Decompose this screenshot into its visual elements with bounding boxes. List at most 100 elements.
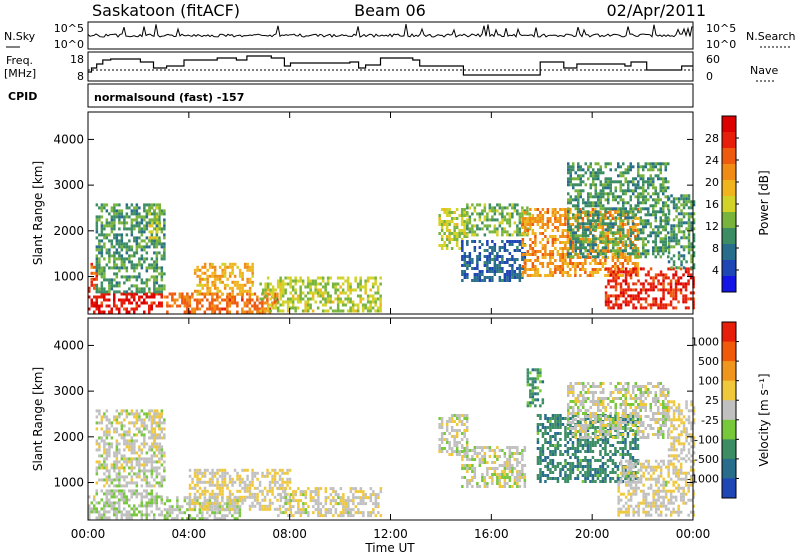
heatmap-cell — [579, 262, 582, 265]
heatmap-cell — [672, 276, 675, 280]
heatmap-cell — [607, 282, 610, 286]
heatmap-cell — [680, 218, 683, 222]
heatmap-cell — [286, 501, 289, 505]
heatmap-cell — [647, 303, 650, 307]
heatmap-cell — [576, 262, 580, 265]
heatmap-cell — [567, 171, 570, 175]
heatmap-cell — [100, 230, 104, 234]
heatmap-cell — [667, 236, 671, 240]
heatmap-cell — [145, 221, 149, 225]
heatmap-cell — [120, 221, 124, 225]
heatmap-cell — [445, 450, 449, 453]
heatmap-cell — [181, 292, 184, 296]
heatmap-cell — [88, 289, 91, 293]
heatmap-cell — [143, 292, 146, 296]
heatmap-cell — [331, 285, 335, 289]
heatmap-cell — [226, 495, 229, 499]
heatmap-cell — [221, 480, 224, 484]
heatmap-cell — [626, 259, 630, 262]
heatmap-cell — [150, 242, 154, 246]
heatmap-cell — [577, 246, 580, 250]
heatmap-cell — [690, 221, 693, 225]
heatmap-cell — [577, 201, 580, 205]
heatmap-cell — [128, 278, 131, 282]
heatmap-cell — [662, 162, 665, 166]
heatmap-cell — [652, 297, 655, 301]
power-heatmap — [88, 162, 696, 314]
heatmap-cell — [283, 480, 287, 484]
heatmap-cell — [584, 237, 587, 241]
heatmap-cell — [93, 301, 96, 305]
heatmap-cell — [364, 496, 368, 500]
heatmap-cell — [145, 442, 149, 446]
heatmap-cell — [299, 493, 303, 497]
heatmap-cell — [569, 259, 572, 262]
heatmap-cell — [211, 262, 214, 266]
heatmap-cell — [644, 291, 648, 295]
heatmap-cell — [521, 276, 524, 279]
heatmap-cell — [526, 217, 530, 220]
heatmap-cell — [322, 505, 325, 509]
heatmap-cell — [637, 204, 640, 208]
heatmap-cell — [654, 249, 657, 253]
heatmap-cell — [309, 282, 312, 286]
heatmap-cell — [324, 282, 327, 286]
heatmap-cell — [145, 284, 149, 288]
heatmap-cell — [319, 511, 323, 515]
heatmap-cell — [682, 197, 686, 201]
heatmap-cell — [506, 240, 509, 243]
heatmap-cell — [619, 225, 622, 229]
heatmap-cell — [288, 501, 292, 505]
heatmap-cell — [453, 211, 456, 214]
heatmap-cell — [160, 227, 164, 231]
heatmap-cell — [674, 306, 678, 310]
heatmap-cell — [130, 301, 133, 305]
heatmap-cell — [273, 292, 277, 296]
heatmap-cell — [526, 250, 530, 253]
heatmap-cell — [685, 197, 688, 201]
heatmap-cell — [455, 232, 459, 235]
heatmap-cell — [148, 412, 151, 416]
heatmap-cell — [153, 439, 156, 443]
heatmap-cell — [148, 221, 151, 225]
heatmap-cell — [218, 307, 222, 311]
heatmap-cell — [614, 279, 618, 283]
heatmap-cell — [317, 487, 320, 491]
heatmap-cell — [629, 204, 632, 208]
heatmap-cell — [150, 301, 153, 305]
heatmap-cell — [501, 233, 504, 237]
heatmap-cell — [659, 168, 662, 172]
heatmap-cell — [526, 253, 530, 256]
heatmap-cell — [125, 501, 128, 505]
heatmap-cell — [601, 229, 605, 232]
heatmap-cell — [113, 451, 116, 455]
heatmap-cell — [687, 245, 691, 249]
heatmap-cell — [163, 514, 167, 518]
heatmap-cell — [115, 475, 119, 479]
heatmap-cell — [314, 291, 317, 295]
heatmap-cell — [118, 310, 121, 314]
heatmap-cell — [574, 265, 577, 268]
heatmap-cell — [508, 221, 512, 225]
heatmap-cell — [103, 203, 106, 207]
heatmap-cell — [448, 232, 451, 235]
heatmap-cell — [103, 472, 106, 476]
heatmap-cell — [155, 275, 159, 279]
heatmap-cell — [143, 442, 146, 446]
heatmap-cell — [632, 252, 635, 256]
heatmap-cell — [133, 504, 136, 508]
heatmap-cell — [521, 217, 525, 220]
heatmap-cell — [226, 277, 229, 281]
heatmap-cell — [680, 197, 683, 201]
heatmap-cell — [624, 214, 627, 217]
heatmap-cell — [637, 186, 640, 190]
heatmap-cell — [347, 499, 350, 503]
heatmap-cell — [125, 463, 129, 467]
heatmap-cell — [670, 233, 673, 237]
heatmap-cell — [110, 495, 113, 499]
heatmap-cell — [125, 245, 129, 249]
heatmap-cell — [632, 165, 635, 169]
heatmap-cell — [594, 228, 597, 232]
heatmap-cell — [218, 505, 222, 509]
heatmap-cell — [140, 248, 144, 252]
